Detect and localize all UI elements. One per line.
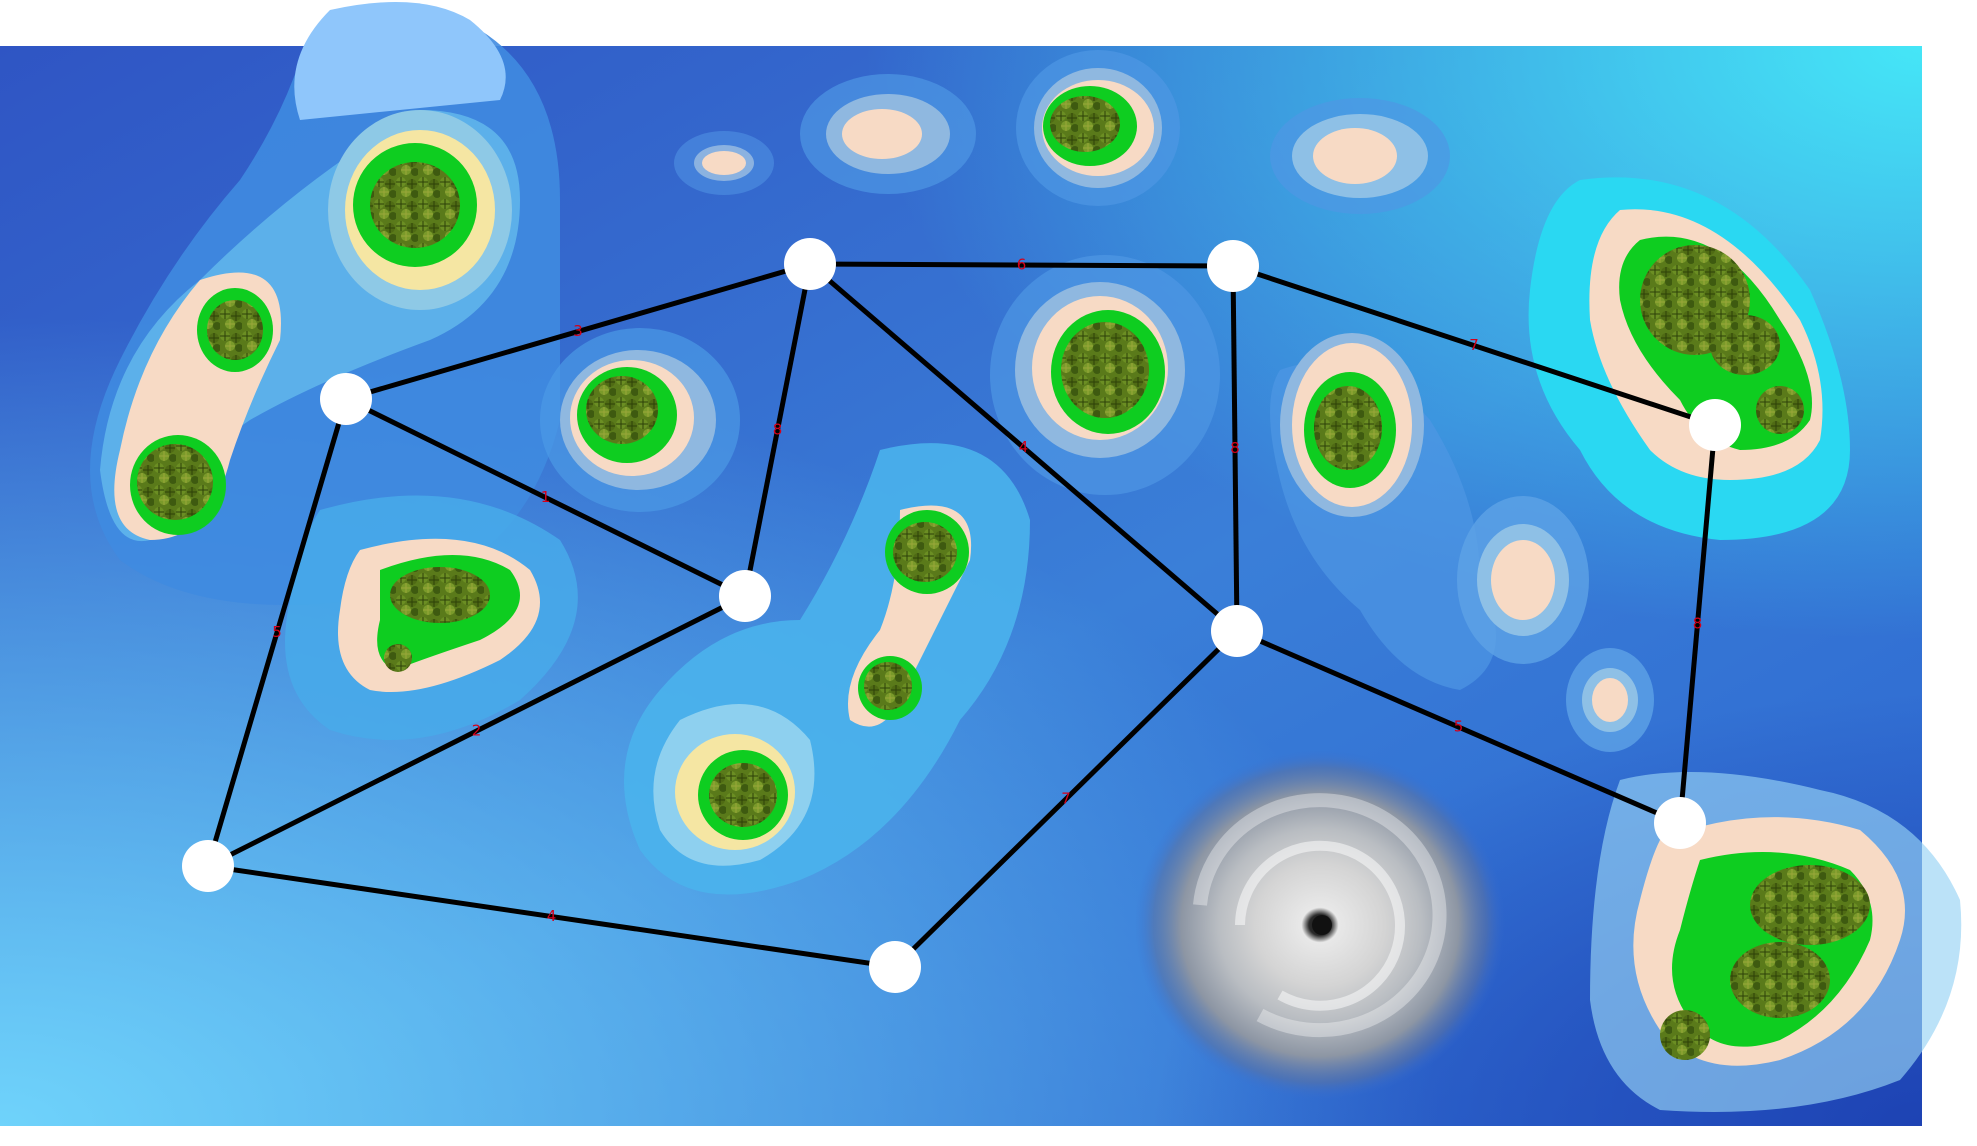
island-group-northwest xyxy=(90,2,560,606)
route-edge-n2-n6[interactable] xyxy=(1232,263,1716,428)
edge-weight-label: 8 xyxy=(773,421,783,439)
route-edge-n3-n7[interactable] xyxy=(205,398,349,867)
island-west-middle xyxy=(285,495,578,740)
route-node-n8[interactable] xyxy=(869,941,921,993)
edge-weight-label: 5 xyxy=(272,623,282,641)
route-edge-n8-n5[interactable] xyxy=(893,629,1239,969)
route-edge-n1-n2[interactable] xyxy=(809,261,1234,269)
route-node-n3[interactable] xyxy=(320,373,372,425)
island-west-center xyxy=(540,328,740,512)
hurricane-icon xyxy=(1135,750,1505,1100)
island-south-center xyxy=(624,443,1030,895)
edge-weight-label: 8 xyxy=(1693,615,1703,633)
route-edge-n5-n9[interactable] xyxy=(1236,628,1681,826)
edge-weight-label: 7 xyxy=(1061,790,1071,808)
route-edge-n1-n3[interactable] xyxy=(345,261,811,402)
edge-weight-label: 6 xyxy=(1017,256,1027,274)
edge-weight-label: 3 xyxy=(573,322,583,340)
edge-weight-label: 8 xyxy=(1230,439,1240,457)
island-center xyxy=(990,255,1220,495)
route-edge-n7-n8[interactable] xyxy=(207,863,896,970)
route-edge-n1-n4[interactable] xyxy=(742,263,813,597)
route-edge-n3-n4[interactable] xyxy=(344,396,747,599)
route-node-n4[interactable] xyxy=(719,570,771,622)
edge-weight-label: 2 xyxy=(472,722,482,740)
route-node-n9[interactable] xyxy=(1654,797,1706,849)
edge-weight-label: 5 xyxy=(1454,718,1464,736)
edge-weight-label: 7 xyxy=(1469,336,1479,354)
route-edges: 6 3 8 4 8 7 1 5 2 4 7 5 8 xyxy=(205,256,1718,970)
route-edge-n6-n9[interactable] xyxy=(1677,424,1718,824)
edge-weight-label: 4 xyxy=(1019,438,1029,456)
island-north-chain xyxy=(674,50,1450,214)
route-edge-n2-n5[interactable] xyxy=(1230,265,1240,632)
route-node-n6[interactable] xyxy=(1689,399,1741,451)
island-east-center xyxy=(1270,333,1654,752)
route-node-n1[interactable] xyxy=(784,238,836,290)
edge-weight-label: 4 xyxy=(547,907,557,925)
island-northeast xyxy=(1528,177,1850,541)
route-nodes xyxy=(182,238,1741,993)
island-southeast xyxy=(1590,772,1962,1112)
route-edge-n1-n5[interactable] xyxy=(808,262,1239,633)
edge-weight-label: 1 xyxy=(541,488,551,506)
route-edge-n4-n7[interactable] xyxy=(206,593,747,869)
route-node-n2[interactable] xyxy=(1207,240,1259,292)
route-node-n5[interactable] xyxy=(1211,605,1263,657)
route-node-n7[interactable] xyxy=(182,840,234,892)
